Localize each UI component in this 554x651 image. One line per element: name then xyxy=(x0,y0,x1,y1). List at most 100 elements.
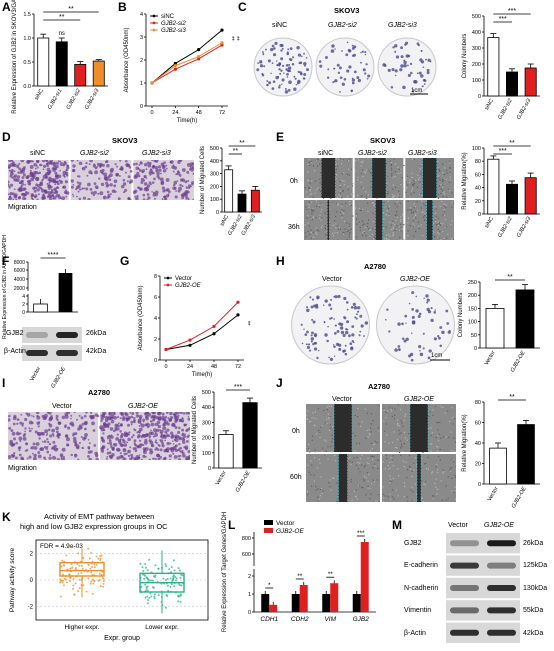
migrated-cell xyxy=(120,455,124,458)
migrated-cell xyxy=(141,433,145,437)
wound-texture xyxy=(388,407,390,409)
chart-k-dot xyxy=(148,596,151,599)
migrated-cell xyxy=(152,417,156,421)
migrated-cell xyxy=(107,175,111,179)
chart-b-point xyxy=(220,28,224,32)
migrated-cell xyxy=(8,198,10,200)
wound-texture xyxy=(382,212,384,214)
chart-k-dot xyxy=(177,600,180,603)
wound-texture xyxy=(424,483,426,486)
wound-texture xyxy=(308,420,310,423)
colony-dot xyxy=(314,341,317,345)
migrated-cell xyxy=(172,186,176,190)
chart-k-dot xyxy=(93,563,96,566)
wound-texture xyxy=(384,495,386,497)
colony-dot xyxy=(361,50,364,53)
wound-texture xyxy=(354,496,357,498)
wound-texture xyxy=(389,475,391,477)
panel-h-group-2: GJB2-OE xyxy=(400,276,430,283)
colony-dot xyxy=(394,44,398,48)
migrated-cell xyxy=(8,166,11,169)
wound-texture xyxy=(413,469,415,471)
wound-texture xyxy=(376,441,378,444)
wound-texture xyxy=(362,479,365,481)
colony-dot xyxy=(310,337,315,341)
wound-texture xyxy=(435,215,437,217)
wound-texture xyxy=(447,188,449,190)
wound-texture xyxy=(387,192,389,194)
migrated-cell xyxy=(91,421,95,426)
colony-dot xyxy=(395,55,400,59)
blot-band xyxy=(487,585,516,591)
chart-k-dot xyxy=(72,578,75,581)
migrated-cell xyxy=(98,177,101,180)
migrated-cell xyxy=(143,179,146,182)
chart-f-xtick-label: GJB2-OE xyxy=(50,366,67,390)
wound-texture xyxy=(311,209,313,211)
chart-k-dot xyxy=(80,565,83,568)
wound-texture xyxy=(447,233,449,235)
migrated-cell xyxy=(183,438,186,441)
wound-texture xyxy=(334,454,336,457)
migrated-cell xyxy=(186,170,190,174)
wound-texture xyxy=(452,460,455,463)
colony-dot xyxy=(356,76,360,80)
migrated-cell xyxy=(78,414,81,417)
migrated-cell xyxy=(39,181,42,185)
chart-k-dot xyxy=(71,566,74,569)
colony-dot xyxy=(305,343,308,346)
wound-texture xyxy=(328,429,331,431)
migrated-cell xyxy=(57,160,60,162)
wound-texture xyxy=(443,191,445,193)
wound-texture xyxy=(421,457,423,460)
wound-texture xyxy=(347,229,350,232)
wound-texture xyxy=(388,233,390,235)
migrated-cell xyxy=(31,197,34,200)
wound-texture xyxy=(442,186,444,188)
migrated-cell xyxy=(94,166,98,170)
wound-texture xyxy=(322,197,325,199)
migrated-cell xyxy=(162,189,166,193)
migrated-cell xyxy=(46,438,49,441)
wound-texture xyxy=(372,220,374,223)
colony-dot xyxy=(350,89,353,93)
wound-texture xyxy=(429,411,431,413)
colony-dot xyxy=(331,44,335,48)
wound-texture xyxy=(399,236,401,239)
chart-c-bar xyxy=(524,67,537,97)
chart-c-ytick-label: 200 xyxy=(472,62,481,68)
chart-l-sig-label: * xyxy=(268,582,271,589)
migrated-cell xyxy=(49,454,52,457)
wound-texture xyxy=(403,164,405,167)
migrated-cell xyxy=(138,439,142,442)
chart-k-dot xyxy=(174,575,177,578)
migrated-cell xyxy=(19,439,22,442)
wound-texture xyxy=(312,209,314,211)
colony-dot xyxy=(286,72,289,76)
chart-k-dot xyxy=(73,593,76,596)
migrated-cell xyxy=(89,414,93,419)
colony-dot xyxy=(403,339,407,343)
chart-k-dot xyxy=(166,594,169,597)
colony-dot xyxy=(425,58,427,61)
colony-dot xyxy=(391,68,395,72)
migrated-cell xyxy=(135,166,140,171)
migrated-cell xyxy=(123,443,128,447)
panel-c-title: SKOV3 xyxy=(334,6,360,15)
chart-h-ytick-label: 50 xyxy=(471,333,477,339)
wound-texture xyxy=(310,229,312,231)
colony-dot xyxy=(311,298,315,301)
wound-texture xyxy=(422,216,425,218)
migrated-cell xyxy=(89,187,93,191)
migrated-cell xyxy=(15,198,18,200)
wound-texture xyxy=(339,181,341,183)
wound-texture xyxy=(367,480,369,482)
colony-dot xyxy=(333,295,335,298)
migrated-cell xyxy=(92,429,96,432)
wound-texture xyxy=(310,421,312,423)
wound-texture xyxy=(439,205,441,208)
wound-texture xyxy=(400,172,402,174)
wound-texture xyxy=(339,158,342,160)
migrated-cell xyxy=(59,169,61,172)
migrated-cell xyxy=(28,429,32,433)
